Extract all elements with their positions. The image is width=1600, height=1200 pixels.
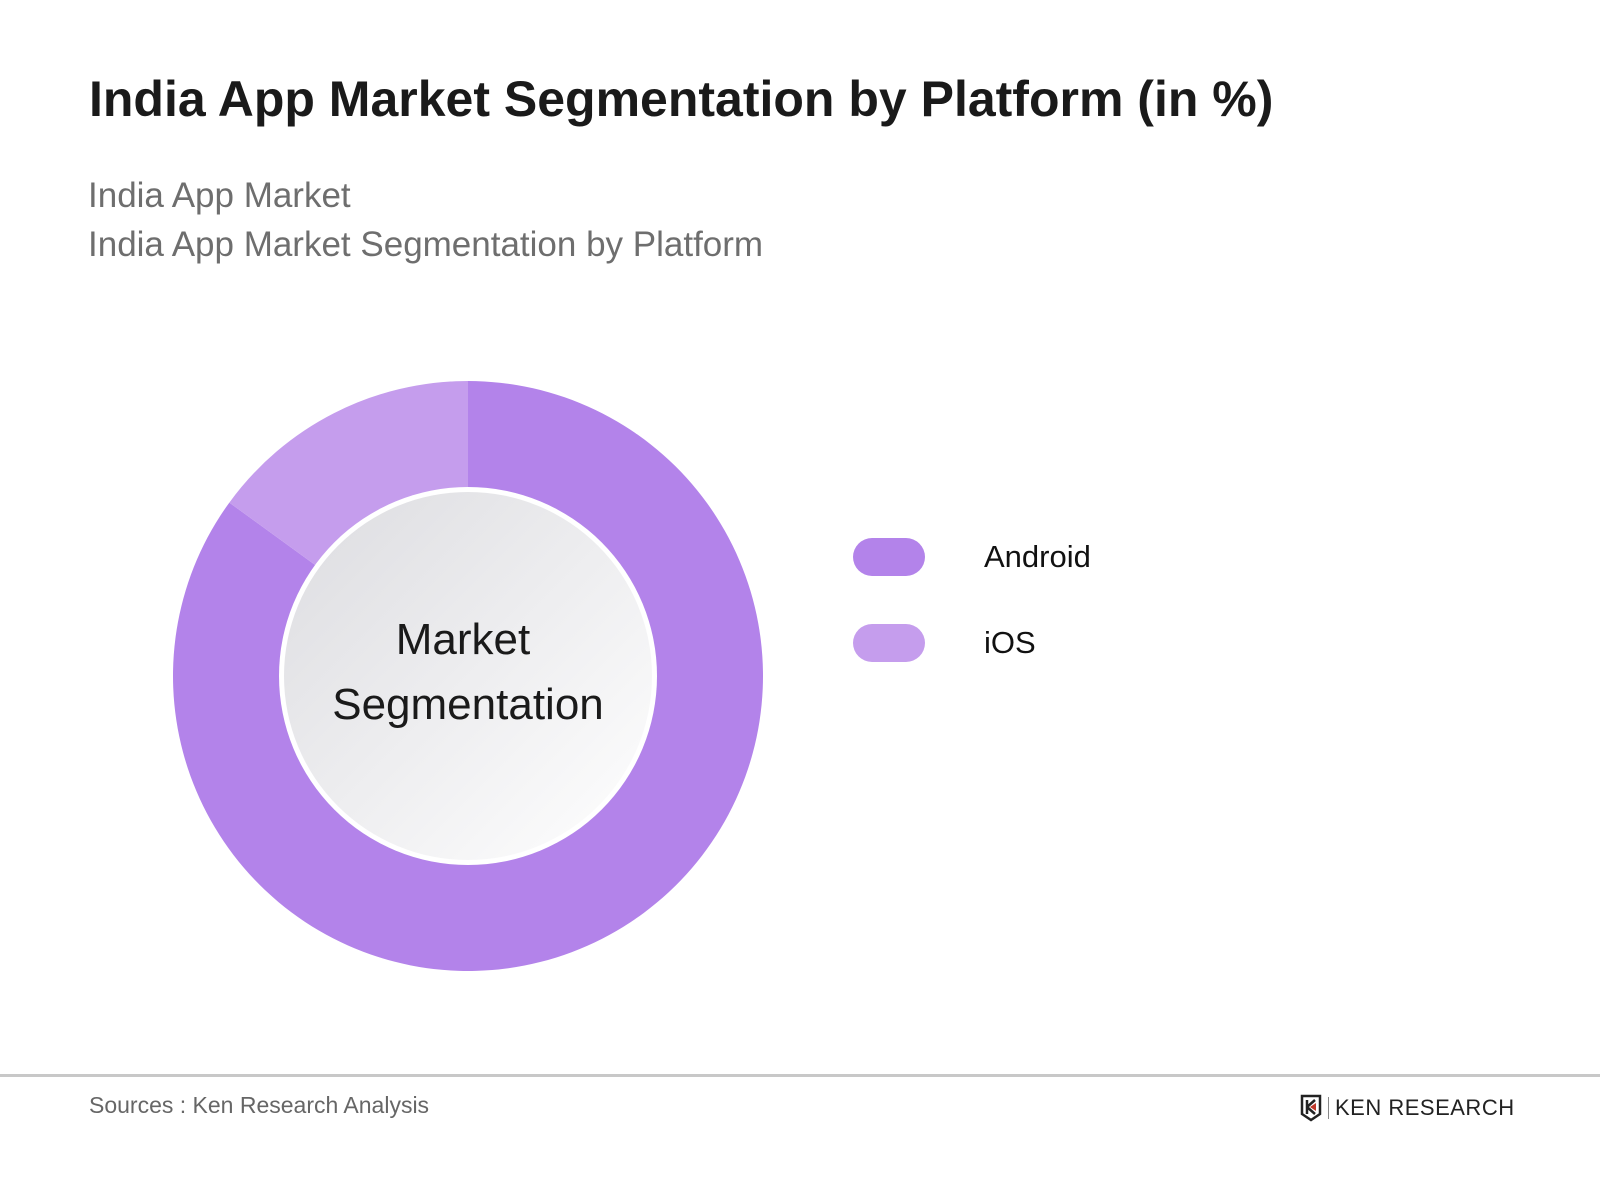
donut-slice-android: [173, 381, 764, 971]
chart-subtitle-1: India App Market: [88, 176, 351, 215]
sources-note: Sources : Ken Research Analysis: [89, 1092, 430, 1118]
legend-swatch-android: [853, 538, 925, 576]
ken-research-logo: KEN RESEARCH: [1300, 1094, 1515, 1122]
chart-title: India App Market Segmentation by Platfor…: [89, 71, 1274, 127]
ken-logo-icon: [1300, 1094, 1322, 1122]
footer-divider: [0, 1074, 1600, 1077]
logo-text: KEN RESEARCH: [1335, 1095, 1515, 1120]
legend-label-android: Android: [984, 539, 1091, 574]
legend-label-ios: iOS: [984, 625, 1036, 660]
center-label-line2: Segmentation: [332, 680, 604, 729]
legend-item-android: Android: [853, 538, 1091, 576]
center-label-line1: Market: [396, 615, 530, 664]
center-disc: [284, 492, 652, 860]
legend-swatch-ios: [853, 624, 925, 662]
legend-item-ios: iOS: [853, 624, 1036, 662]
chart-subtitle-2: India App Market Segmentation by Platfor…: [88, 225, 764, 264]
